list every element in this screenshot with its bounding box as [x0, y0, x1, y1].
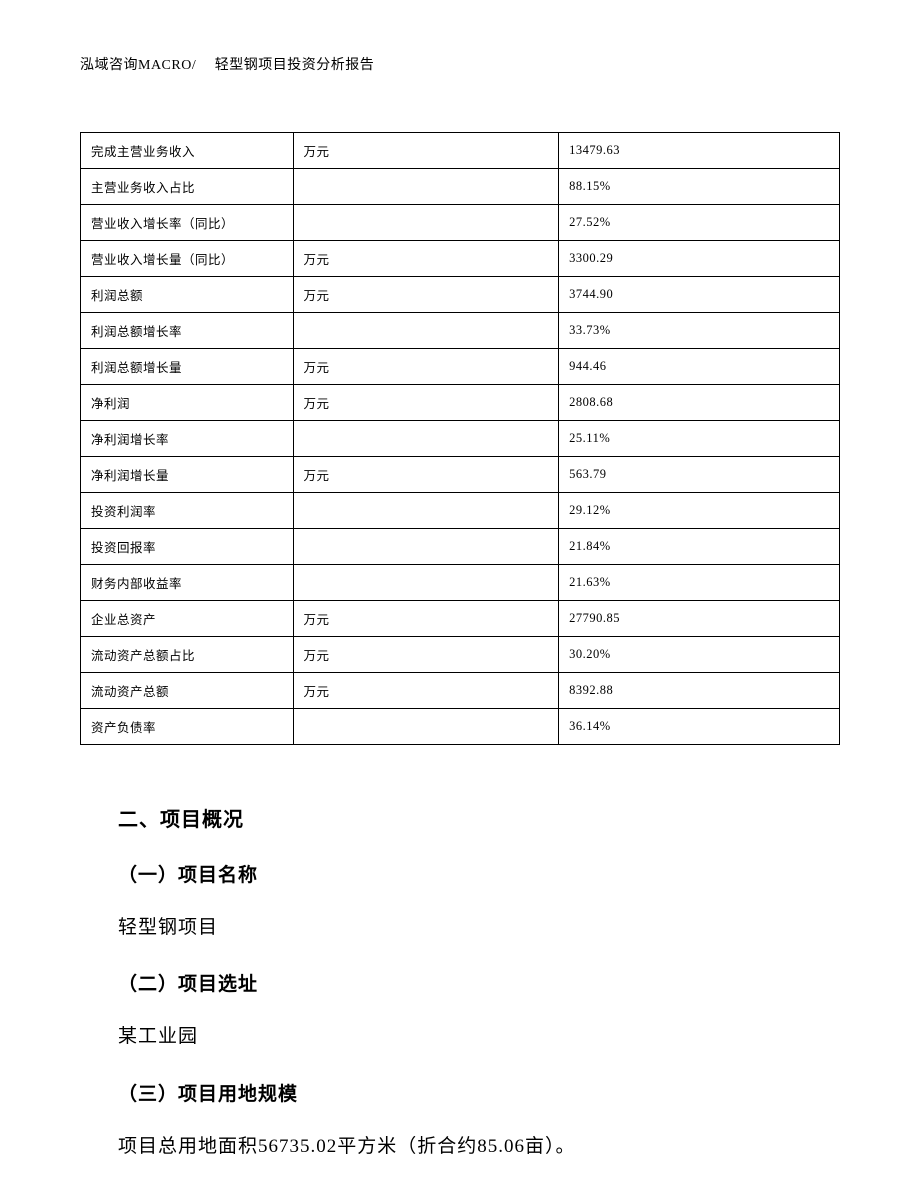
- row-label: 主营业务收入占比: [81, 169, 294, 205]
- row-label: 营业收入增长量（同比）: [81, 241, 294, 277]
- row-label: 利润总额增长量: [81, 349, 294, 385]
- table-row: 营业收入增长率（同比） 27.52%: [81, 205, 840, 241]
- row-value: 36.14%: [559, 709, 840, 745]
- row-label: 投资利润率: [81, 493, 294, 529]
- row-label: 投资回报率: [81, 529, 294, 565]
- table-row: 净利润增长率 25.11%: [81, 421, 840, 457]
- row-value: 27.52%: [559, 205, 840, 241]
- row-value: 944.46: [559, 349, 840, 385]
- row-unit: [293, 493, 559, 529]
- row-value: 30.20%: [559, 637, 840, 673]
- row-value: 21.84%: [559, 529, 840, 565]
- row-label: 完成主营业务收入: [81, 133, 294, 169]
- row-value: 25.11%: [559, 421, 840, 457]
- row-value: 3300.29: [559, 241, 840, 277]
- table-row: 企业总资产 万元 27790.85: [81, 601, 840, 637]
- row-unit: 万元: [293, 349, 559, 385]
- row-value: 27790.85: [559, 601, 840, 637]
- table-row: 财务内部收益率 21.63%: [81, 565, 840, 601]
- subsection-text-1: 轻型钢项目: [118, 913, 820, 943]
- subsection-text-2: 某工业园: [118, 1022, 820, 1052]
- row-label: 利润总额增长率: [81, 313, 294, 349]
- row-unit: 万元: [293, 133, 559, 169]
- row-unit: 万元: [293, 277, 559, 313]
- row-value: 21.63%: [559, 565, 840, 601]
- row-value: 8392.88: [559, 673, 840, 709]
- table-row: 流动资产总额占比 万元 30.20%: [81, 637, 840, 673]
- table-row: 利润总额 万元 3744.90: [81, 277, 840, 313]
- row-value: 88.15%: [559, 169, 840, 205]
- row-value: 563.79: [559, 457, 840, 493]
- row-unit: [293, 421, 559, 457]
- row-label: 流动资产总额占比: [81, 637, 294, 673]
- row-label: 企业总资产: [81, 601, 294, 637]
- row-unit: [293, 313, 559, 349]
- table-row: 利润总额增长量 万元 944.46: [81, 349, 840, 385]
- row-value: 13479.63: [559, 133, 840, 169]
- row-value: 29.12%: [559, 493, 840, 529]
- table-row: 投资回报率 21.84%: [81, 529, 840, 565]
- row-unit: [293, 169, 559, 205]
- row-value: 3744.90: [559, 277, 840, 313]
- table-row: 完成主营业务收入 万元 13479.63: [81, 133, 840, 169]
- content-section: 二、项目概况 （一）项目名称 轻型钢项目 （二）项目选址 某工业园 （三）项目用…: [80, 803, 840, 1162]
- row-unit: 万元: [293, 601, 559, 637]
- row-unit: [293, 205, 559, 241]
- row-unit: [293, 529, 559, 565]
- table-row: 投资利润率 29.12%: [81, 493, 840, 529]
- row-unit: 万元: [293, 673, 559, 709]
- subsection-title-2: （二）项目选址: [118, 969, 820, 996]
- row-unit: 万元: [293, 457, 559, 493]
- row-value: 33.73%: [559, 313, 840, 349]
- table-row: 利润总额增长率 33.73%: [81, 313, 840, 349]
- table-row: 净利润 万元 2808.68: [81, 385, 840, 421]
- row-unit: 万元: [293, 637, 559, 673]
- row-label: 流动资产总额: [81, 673, 294, 709]
- row-label: 营业收入增长率（同比）: [81, 205, 294, 241]
- financial-data-table: 完成主营业务收入 万元 13479.63 主营业务收入占比 88.15% 营业收…: [80, 132, 840, 745]
- row-label: 净利润: [81, 385, 294, 421]
- table-row: 净利润增长量 万元 563.79: [81, 457, 840, 493]
- table-body: 完成主营业务收入 万元 13479.63 主营业务收入占比 88.15% 营业收…: [81, 133, 840, 745]
- row-unit: [293, 565, 559, 601]
- row-label: 净利润增长量: [81, 457, 294, 493]
- table-row: 资产负债率 36.14%: [81, 709, 840, 745]
- subsection-title-1: （一）项目名称: [118, 860, 820, 887]
- table-row: 主营业务收入占比 88.15%: [81, 169, 840, 205]
- row-label: 资产负债率: [81, 709, 294, 745]
- header-text: 泓域咨询MACRO/ 轻型钢项目投资分析报告: [80, 58, 374, 73]
- table-row: 流动资产总额 万元 8392.88: [81, 673, 840, 709]
- page-header: 泓域咨询MACRO/ 轻型钢项目投资分析报告: [80, 54, 840, 74]
- row-label: 净利润增长率: [81, 421, 294, 457]
- subsection-title-3: （三）项目用地规模: [118, 1079, 820, 1106]
- row-unit: [293, 709, 559, 745]
- row-value: 2808.68: [559, 385, 840, 421]
- row-label: 利润总额: [81, 277, 294, 313]
- row-unit: 万元: [293, 241, 559, 277]
- section-title: 二、项目概况: [118, 803, 820, 832]
- row-unit: 万元: [293, 385, 559, 421]
- table-row: 营业收入增长量（同比） 万元 3300.29: [81, 241, 840, 277]
- row-label: 财务内部收益率: [81, 565, 294, 601]
- subsection-text-3: 项目总用地面积56735.02平方米（折合约85.06亩）。: [118, 1132, 820, 1162]
